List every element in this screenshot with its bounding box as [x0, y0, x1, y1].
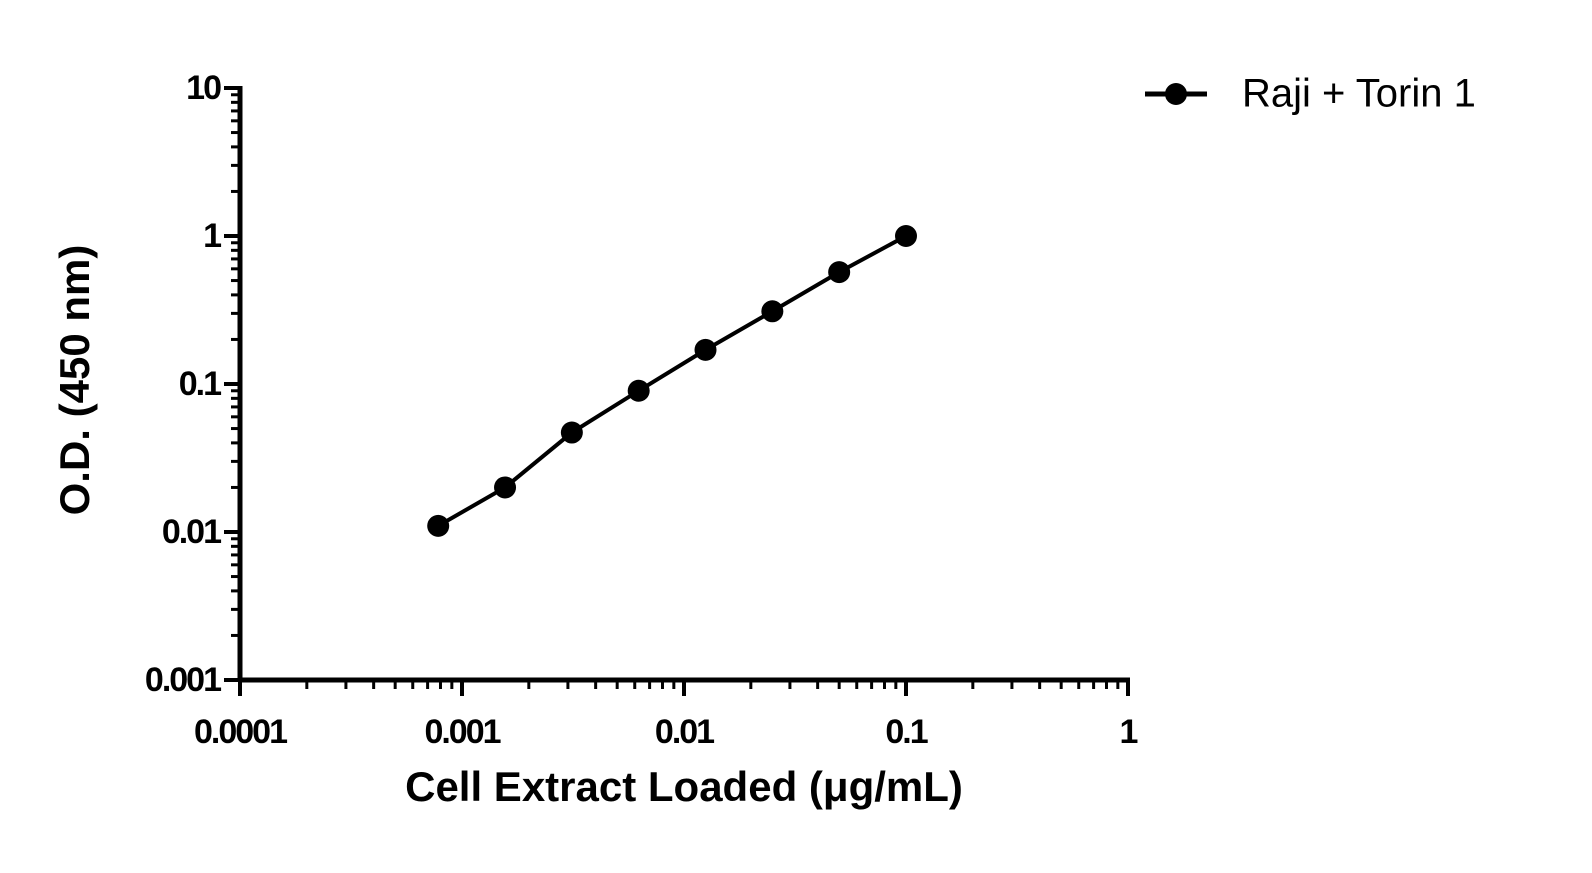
y-tick-label: 0.001: [145, 661, 221, 699]
data-point: [560, 421, 583, 444]
legend-label: Raji + Torin 1: [1242, 72, 1476, 116]
data-point: [761, 300, 784, 323]
y-tick-label: 1: [203, 217, 221, 255]
y-tick-label: 10: [186, 69, 221, 107]
data-point: [494, 476, 517, 499]
y-axis-title: O.D. (450 nm): [51, 245, 98, 516]
x-tick-label: 0.001: [424, 713, 500, 751]
x-tick-label: 0.01: [655, 713, 714, 751]
x-tick-label: 0.1: [885, 713, 927, 751]
data-point: [694, 338, 717, 361]
data-point: [627, 379, 650, 402]
data-point: [828, 261, 851, 284]
legend-marker: [1165, 83, 1187, 105]
y-tick-label: 0.1: [179, 365, 221, 403]
x-axis-title: Cell Extract Loaded (μg/mL): [405, 763, 963, 810]
series-line: [437, 234, 907, 528]
y-tick-label: 0.01: [162, 513, 221, 551]
data-point: [895, 225, 917, 247]
data-point: [427, 514, 450, 537]
x-tick-label: 1: [1120, 713, 1138, 751]
x-tick-label: 0.0001: [194, 713, 287, 751]
